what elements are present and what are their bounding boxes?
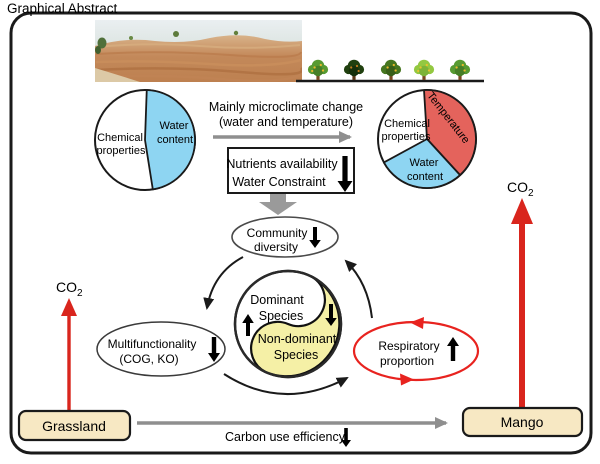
co2-subscript: 2 bbox=[77, 288, 83, 299]
multifunctionality-node: Multifunctionality (COG, KO) bbox=[96, 321, 226, 377]
cycle-arrow-multifunctionality-to-respiratory bbox=[223, 373, 349, 395]
microclimate-caption-line2: (water and temperature) bbox=[219, 115, 353, 129]
pie-mango-soil: Chemical properties Water content Temper… bbox=[377, 89, 477, 189]
nutrients-box: Nutrients availability Water Constraint bbox=[226, 147, 355, 194]
transition-block-arrow bbox=[259, 194, 297, 215]
microclimate-caption-line1: Mainly microclimate change bbox=[209, 100, 363, 114]
co2-emission-grassland: CO 2 bbox=[56, 279, 83, 412]
respiratory-line1: Respiratory bbox=[378, 339, 439, 353]
multifunctionality-line2: (COG, KO) bbox=[119, 352, 178, 366]
decrease-arrow-icon bbox=[309, 227, 321, 248]
pie-grassland-soil: Chemical properties Water content bbox=[94, 89, 196, 191]
decrease-arrow-icon bbox=[325, 304, 337, 326]
co2-arrowhead bbox=[61, 298, 77, 316]
increase-arrow-icon bbox=[447, 337, 459, 361]
nondominant-line2: Species bbox=[274, 348, 318, 362]
co2-arrowhead bbox=[511, 198, 533, 224]
co2-label: CO bbox=[507, 179, 528, 195]
nondominant-line1: Non-dominant bbox=[258, 332, 337, 346]
nutrients-line2: Water Constraint bbox=[232, 175, 326, 189]
cycle-arrow-respiratory-to-community bbox=[344, 259, 373, 319]
decrease-arrow-icon bbox=[337, 156, 353, 192]
grassland-box: Grassland bbox=[17, 409, 132, 442]
mango-label: Mango bbox=[501, 414, 544, 430]
pie-label: Chemical bbox=[384, 118, 430, 130]
pie-slice-water-content bbox=[144, 89, 196, 191]
increase-arrow-icon bbox=[242, 314, 254, 336]
nutrients-line1: Nutrients availability bbox=[226, 157, 338, 171]
co2-subscript: 2 bbox=[528, 188, 534, 199]
pie-slice-temperature bbox=[423, 89, 477, 176]
community-line1: Community bbox=[247, 226, 308, 240]
dominant-line1: Dominant bbox=[250, 293, 304, 307]
grassland-photo bbox=[95, 20, 302, 82]
mango-tree-row bbox=[296, 59, 484, 83]
respiratory-line2: proportion bbox=[380, 354, 434, 368]
dominant-line2: Species bbox=[259, 309, 303, 323]
carbon-use-label: Carbon use efficiency bbox=[225, 430, 346, 444]
multifunctionality-line1: Multifunctionality bbox=[108, 337, 197, 351]
pie-label: content bbox=[157, 134, 193, 146]
decrease-arrow-icon bbox=[208, 337, 220, 362]
pie-label: Water bbox=[410, 157, 439, 169]
respiratory-cycle-arrowhead bbox=[400, 373, 414, 386]
mango-tree-icon bbox=[449, 59, 471, 80]
mango-tree-icon bbox=[413, 59, 435, 80]
pie-label: Chemical bbox=[97, 132, 143, 144]
grassland-label: Grassland bbox=[42, 418, 106, 434]
mango-tree-icon bbox=[380, 59, 402, 80]
decrease-arrow-icon bbox=[341, 428, 351, 447]
co2-emission-mango: CO 2 bbox=[507, 179, 534, 409]
page-title: Graphical Abstract bbox=[7, 1, 118, 16]
nondominant-region bbox=[250, 275, 341, 378]
cycle-arrow-community-to-multifunctionality bbox=[203, 256, 244, 310]
pie-label: properties bbox=[97, 145, 146, 157]
respiratory-cycle-arrowhead bbox=[410, 317, 424, 329]
mango-tree-icon bbox=[307, 59, 329, 80]
community-diversity-node: Community diversity bbox=[231, 216, 339, 258]
co2-label: CO bbox=[56, 279, 77, 295]
pie-label: content bbox=[407, 171, 443, 183]
respiratory-proportion-node: Respiratory proportion bbox=[352, 317, 480, 386]
mango-tree-icon bbox=[343, 59, 365, 80]
species-yinyang: Dominant Species Non-dominant Species bbox=[233, 269, 343, 379]
mango-box: Mango bbox=[461, 406, 584, 438]
community-line2: diversity bbox=[254, 240, 298, 254]
pie-label: Water bbox=[160, 120, 189, 132]
pie-slice-water-content bbox=[383, 138, 461, 189]
pie-label: properties bbox=[382, 131, 431, 143]
figure-border bbox=[9, 11, 593, 455]
